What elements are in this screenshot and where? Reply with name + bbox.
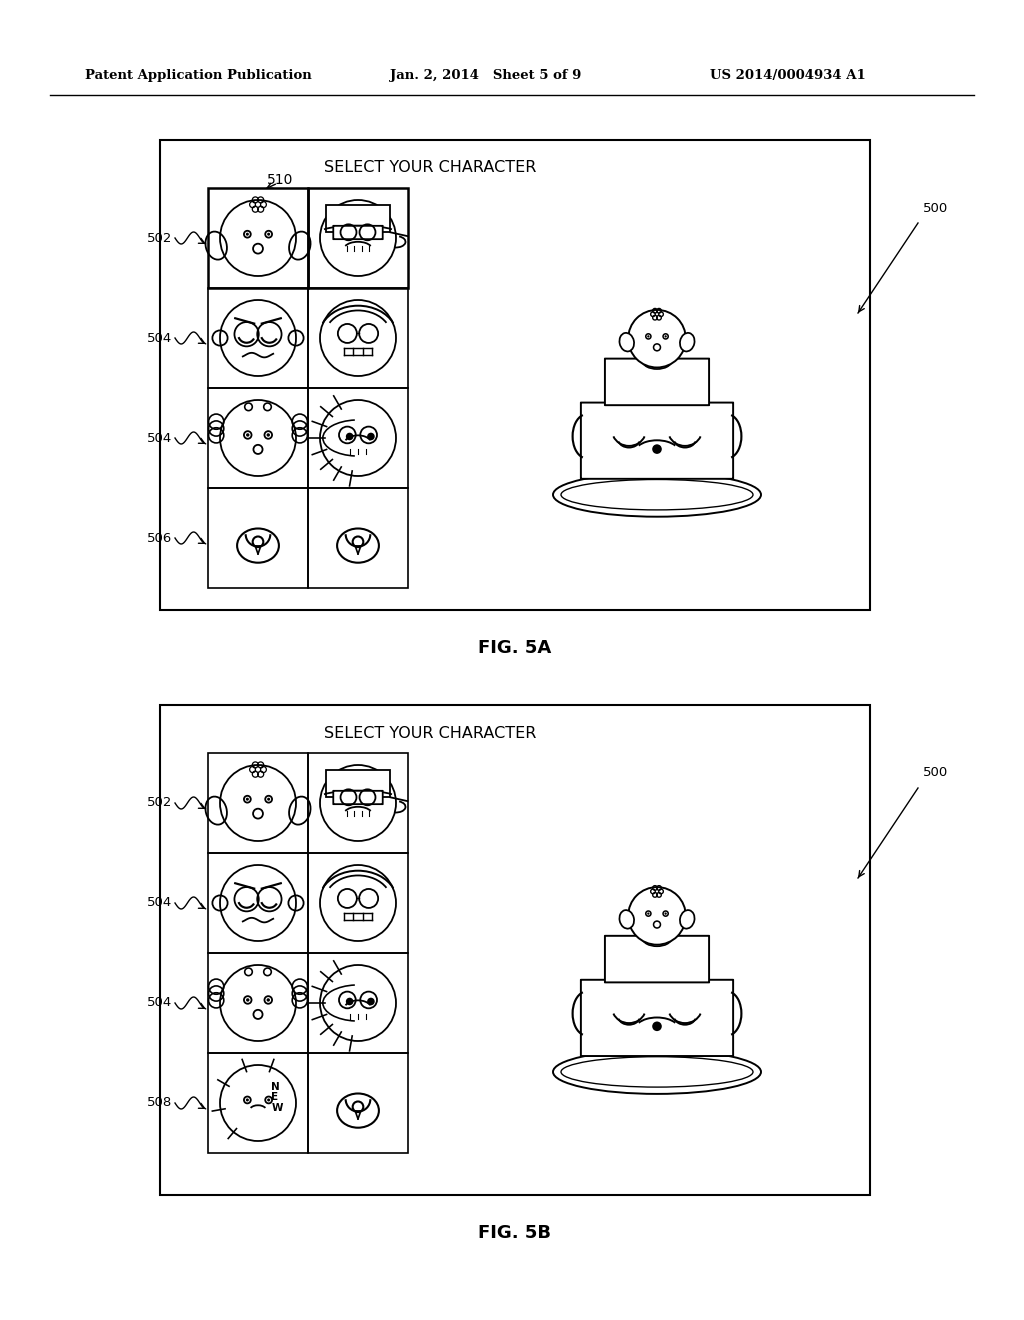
Circle shape xyxy=(368,433,375,441)
Text: 510: 510 xyxy=(267,173,293,187)
Text: 504: 504 xyxy=(146,432,172,445)
Text: 502: 502 xyxy=(146,231,172,244)
Circle shape xyxy=(652,1022,662,1031)
Circle shape xyxy=(264,997,272,1003)
FancyBboxPatch shape xyxy=(333,791,383,804)
Text: 500: 500 xyxy=(923,767,948,780)
Circle shape xyxy=(646,911,651,916)
Circle shape xyxy=(628,310,686,367)
Ellipse shape xyxy=(643,931,672,946)
Circle shape xyxy=(265,796,272,803)
Circle shape xyxy=(665,335,667,338)
Polygon shape xyxy=(326,205,390,232)
Circle shape xyxy=(647,912,649,915)
Circle shape xyxy=(244,1097,251,1104)
FancyBboxPatch shape xyxy=(605,359,709,405)
Polygon shape xyxy=(326,770,390,797)
Text: 506: 506 xyxy=(146,532,172,544)
FancyBboxPatch shape xyxy=(581,403,733,479)
Circle shape xyxy=(246,1098,249,1101)
Circle shape xyxy=(646,334,651,339)
Text: 502: 502 xyxy=(146,796,172,809)
Circle shape xyxy=(246,232,249,236)
Circle shape xyxy=(665,912,667,915)
Ellipse shape xyxy=(643,354,672,370)
Ellipse shape xyxy=(620,333,634,351)
Ellipse shape xyxy=(680,333,694,351)
Circle shape xyxy=(244,432,252,438)
Circle shape xyxy=(266,998,270,1002)
Circle shape xyxy=(266,433,270,437)
Ellipse shape xyxy=(620,909,634,929)
Circle shape xyxy=(647,335,649,338)
Circle shape xyxy=(664,334,669,339)
Circle shape xyxy=(246,797,249,801)
Circle shape xyxy=(267,797,270,801)
Text: 504: 504 xyxy=(146,896,172,909)
FancyBboxPatch shape xyxy=(581,979,733,1056)
Circle shape xyxy=(346,998,353,1006)
Text: Jan. 2, 2014   Sheet 5 of 9: Jan. 2, 2014 Sheet 5 of 9 xyxy=(390,69,582,82)
Circle shape xyxy=(244,997,252,1003)
Circle shape xyxy=(246,998,250,1002)
Text: N
E
W: N E W xyxy=(271,1081,283,1113)
Circle shape xyxy=(265,1097,272,1104)
Text: SELECT YOUR CHARACTER: SELECT YOUR CHARACTER xyxy=(324,161,536,176)
Ellipse shape xyxy=(680,909,694,929)
Text: Patent Application Publication: Patent Application Publication xyxy=(85,69,311,82)
Text: FIG. 5A: FIG. 5A xyxy=(478,639,552,657)
Text: 504: 504 xyxy=(146,997,172,1010)
Circle shape xyxy=(652,445,662,454)
Circle shape xyxy=(664,911,669,916)
Circle shape xyxy=(255,767,261,772)
Circle shape xyxy=(264,432,272,438)
Circle shape xyxy=(267,232,270,236)
Text: US 2014/0004934 A1: US 2014/0004934 A1 xyxy=(710,69,865,82)
Circle shape xyxy=(267,1098,270,1101)
Circle shape xyxy=(244,231,251,238)
Text: 508: 508 xyxy=(146,1097,172,1110)
FancyBboxPatch shape xyxy=(333,226,383,239)
Circle shape xyxy=(346,433,353,441)
Text: 500: 500 xyxy=(923,202,948,214)
Circle shape xyxy=(244,796,251,803)
Circle shape xyxy=(246,433,250,437)
Text: FIG. 5B: FIG. 5B xyxy=(478,1224,552,1242)
Circle shape xyxy=(255,202,261,207)
Text: SELECT YOUR CHARACTER: SELECT YOUR CHARACTER xyxy=(324,726,536,741)
Circle shape xyxy=(368,998,375,1006)
FancyBboxPatch shape xyxy=(605,936,709,982)
Circle shape xyxy=(265,231,272,238)
Circle shape xyxy=(628,887,686,945)
Text: 504: 504 xyxy=(146,331,172,345)
